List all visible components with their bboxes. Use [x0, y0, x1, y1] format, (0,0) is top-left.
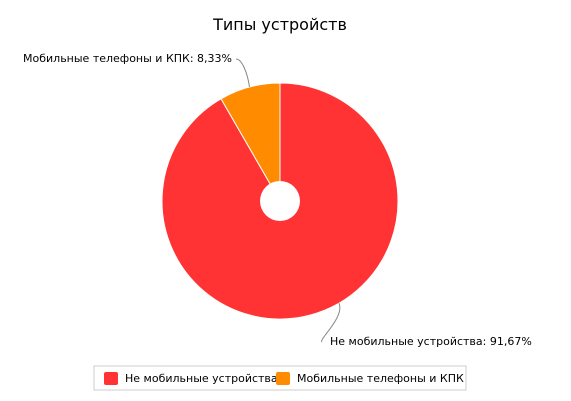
slice-label-0: Не мобильные устройства: 91,67% [330, 335, 532, 348]
legend: Не мобильные устройства Мобильные телефон… [93, 365, 467, 391]
leader-line-1 [235, 58, 250, 88]
pie-slice-0[interactable] [161, 82, 399, 320]
legend-swatch-0 [104, 372, 118, 385]
pie-slice-1[interactable] [220, 82, 281, 203]
pie-slices [161, 82, 399, 320]
slice-labels: Не мобильные устройства: 91,67% Мобильные… [23, 52, 532, 348]
legend-label-0[interactable]: Не мобильные устройства [125, 372, 278, 385]
slice-label-1: Мобильные телефоны и КПК: 8,33% [23, 52, 232, 65]
chart-title: Типы устройств [212, 15, 347, 34]
pie-center-hole [260, 181, 300, 221]
legend-label-1[interactable]: Мобильные телефоны и КПК [297, 372, 464, 385]
legend-swatch-1 [276, 372, 290, 385]
leader-line-0 [321, 302, 341, 343]
